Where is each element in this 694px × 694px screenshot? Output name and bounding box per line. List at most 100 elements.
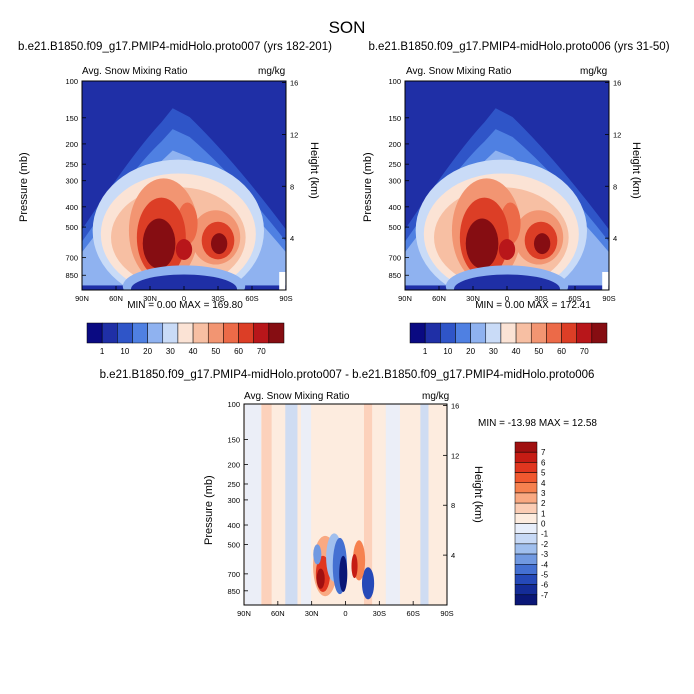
pressure-tick-label: 700 [388,254,401,263]
colorbar-label: -1 [541,530,549,539]
height-tick-label: 12 [290,130,298,139]
panel-units-label: mg/kg [580,66,608,77]
colorbar-label: 7 [541,448,546,457]
contour-level-max [210,233,228,255]
ylabel-left: Pressure (mb) [203,475,215,545]
colorbar-swatch [515,322,532,344]
pressure-tick-label: 400 [65,203,78,212]
colorbar-label: 30 [489,347,498,356]
panel-units-label: mg/kg [258,66,286,77]
colorbar-label: 20 [143,347,152,356]
colorbar-label: 50 [211,347,220,356]
height-tick-label: 16 [451,401,459,410]
colorbar-label: 6 [541,458,546,467]
contour-level-max [533,233,551,255]
height-tick-label: 8 [290,182,294,191]
pressure-tick-label: 200 [227,461,240,470]
colorbar-swatch [514,564,538,575]
colorbar-label: -5 [541,570,549,579]
contour-level-max [498,239,516,260]
contour-level-max [465,218,499,269]
latitude-tick-label: 60N [109,294,123,303]
pressure-tick-label: 400 [227,521,240,530]
anomaly-positive [316,568,325,589]
heatmap-field [405,81,609,290]
height-tick-label: 16 [290,79,298,88]
stripe [420,404,429,605]
colorbar-label: 4 [541,479,546,488]
colorbar-swatch [86,322,103,344]
colorbar-swatch [470,322,487,344]
colorbar-swatch [514,472,538,483]
colorbar-label: -4 [541,560,549,569]
colorbar-label: 40 [512,347,521,356]
colorbar-swatch [424,322,441,344]
latitude-tick-label: 30S [211,294,224,303]
pressure-tick-label: 500 [227,540,240,549]
ylabel-right: Height (km) [630,142,642,199]
figure-title: SON [328,18,366,37]
pressure-tick-label: 150 [65,114,78,123]
latitude-tick-label: 90S [440,609,453,618]
colorbar-swatch [455,322,471,344]
pressure-tick-label: 250 [388,160,401,169]
stripe [261,404,272,605]
surface-band [130,274,238,290]
colorbar-swatch [440,322,456,344]
latitude-tick-label: 90N [75,294,89,303]
colorbar-swatch [514,451,538,463]
colorbar-swatch [514,553,538,565]
latitude-tick-label: 30N [305,609,319,618]
stripe [285,404,298,605]
pressure-tick-label: 300 [65,177,78,186]
colorbar-label: -7 [541,591,549,600]
latitude-tick-label: 60N [432,294,446,303]
height-tick-label: 4 [290,234,294,243]
colorbar-swatch [561,322,577,344]
panel-title-bottom: b.e21.B1850.f09_g17.PMIP4-midHolo.proto0… [99,369,595,381]
pressure-tick-label: 150 [388,114,401,123]
height-tick-label: 12 [451,451,459,460]
latitude-tick-label: 60S [568,294,581,303]
colorbar-swatch [514,482,538,494]
anomaly-negative [339,555,348,592]
colorbar-label: -6 [541,581,549,590]
latitude-tick-label: 90S [279,294,292,303]
stripe [363,404,373,605]
colorbar-swatch [207,322,224,344]
panel-variable-label: Avg. Snow Mixing Ratio [244,391,350,402]
pressure-tick-label: 100 [388,77,401,86]
missing-data [279,271,286,290]
surface-band [453,274,561,290]
panel-stats: MIN = -13.98 MAX = 12.58 [478,418,597,429]
colorbar-swatch [514,523,538,534]
colorbar-swatch [117,322,133,344]
latitude-tick-label: 0 [182,294,186,303]
height-tick-label: 4 [613,234,617,243]
heatmap-field [82,81,286,290]
latitude-tick-label: 60S [406,609,419,618]
colorbar-label: 70 [257,347,266,356]
pressure-tick-label: 250 [227,480,240,489]
panel-units-label: mg/kg [422,391,450,402]
pressure-tick-label: 200 [65,140,78,149]
colorbar-swatch [514,574,538,585]
colorbar-label: 10 [443,347,452,356]
colorbar-label: 2 [541,499,546,508]
stripe [244,404,262,605]
stripe [385,404,400,605]
latitude-tick-label: 60S [245,294,258,303]
colorbar-swatch [500,322,517,344]
pressure-tick-label: 700 [65,254,78,263]
anomaly-negative [313,544,322,565]
height-tick-label: 4 [451,551,455,560]
contour-level-max [175,239,193,260]
colorbar-swatch [514,492,538,504]
height-tick-label: 16 [613,79,621,88]
colorbar-swatch [253,322,270,344]
anomaly-positive [351,553,358,579]
colorbar-label: 1 [541,509,546,518]
colorbar-swatch [530,322,547,344]
height-tick-label: 8 [613,182,617,191]
panel-title-top-left: b.e21.B1850.f09_g17.PMIP4-midHolo.proto0… [18,41,332,53]
